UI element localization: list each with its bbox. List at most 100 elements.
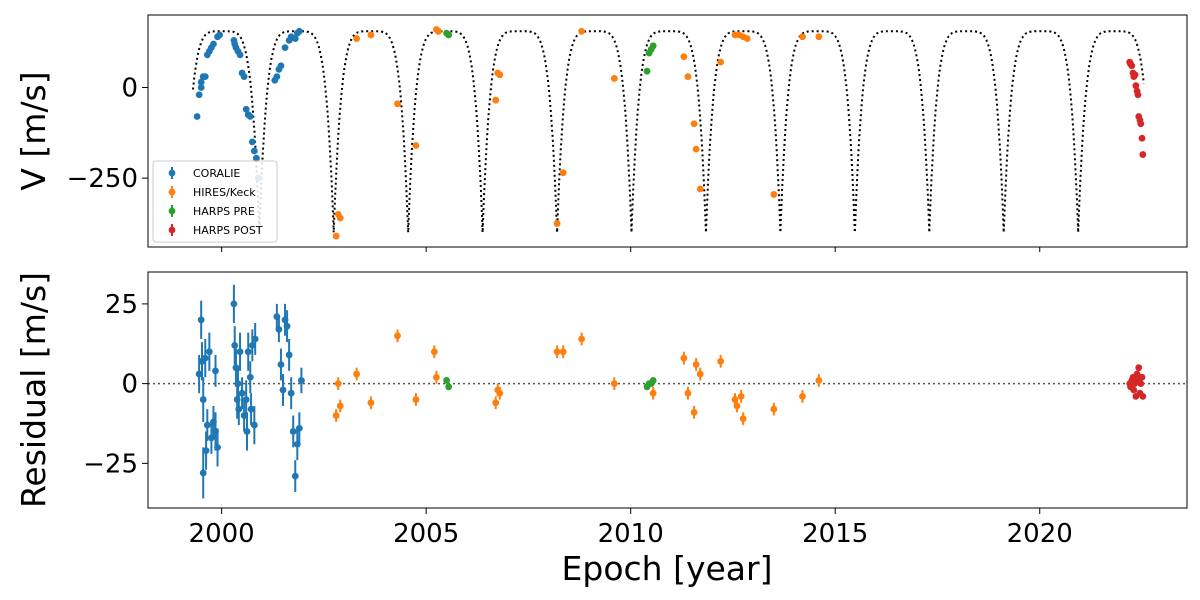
legend-label-coralie: CORALIE — [193, 167, 240, 180]
residual-point-coralie — [244, 348, 252, 356]
x-tick-label: 2020 — [1007, 519, 1073, 549]
velocity-point-harps-pre — [445, 31, 453, 39]
velocity-point-harps-pre — [643, 67, 651, 75]
residual-point-coralie — [212, 367, 219, 375]
velocity-point-coralie — [201, 73, 209, 81]
residual-point-hires-keck — [737, 392, 745, 400]
residual-point-hires-keck — [799, 392, 806, 400]
velocity-point-coralie — [291, 35, 299, 42]
velocity-y-ticks: −250 0 — [67, 74, 1041, 252]
residual-point-hires-keck — [492, 399, 500, 407]
residual-point-hires-keck — [353, 370, 361, 378]
velocity-point-hires-keck — [717, 58, 725, 66]
x-axis-label: Epoch [year] — [562, 549, 773, 588]
residual-point-coralie — [214, 444, 221, 451]
residual-point-coralie — [243, 428, 251, 435]
velocity-point-hires-keck — [578, 27, 585, 35]
velocity-point-hires-keck — [353, 35, 361, 42]
residual-point-harps-post — [1138, 373, 1146, 381]
residual-point-hires-keck — [578, 335, 585, 343]
residual-point-coralie — [279, 386, 287, 394]
velocity-point-harps-post — [1134, 91, 1142, 99]
residual-point-coralie — [277, 361, 285, 368]
residual-point-coralie — [199, 469, 207, 477]
residual-point-hires-keck — [336, 402, 344, 410]
velocity-point-hires-keck — [692, 145, 700, 153]
residual-point-coralie — [202, 447, 210, 454]
residual-point-coralie — [201, 354, 209, 362]
velocity-panel-frame — [147, 14, 1188, 248]
velocity-point-coralie — [195, 91, 203, 99]
residual-point-coralie — [230, 300, 238, 308]
velocity-point-hires-keck — [367, 31, 375, 39]
x-tick-label: 2010 — [598, 519, 664, 549]
residual-point-hires-keck — [815, 377, 823, 384]
residual-point-hires-keck — [496, 389, 504, 397]
residual-y-tick-label: −25 — [83, 449, 138, 479]
velocity-point-harps-post — [1131, 71, 1139, 79]
velocity-point-coralie — [277, 62, 285, 70]
velocity-point-harps-post — [1137, 120, 1145, 128]
residual-plot-area — [148, 272, 1187, 508]
x-tick-label: 2000 — [189, 519, 255, 549]
residual-point-coralie — [234, 380, 242, 388]
residual-point-coralie — [295, 424, 303, 432]
residual-point-coralie — [195, 370, 203, 378]
velocity-point-hires-keck — [336, 214, 344, 222]
velocity-point-hires-keck — [412, 142, 420, 149]
residual-point-harps-pre — [443, 377, 451, 384]
velocity-point-hires-keck — [332, 232, 340, 240]
residual-point-hires-keck — [334, 380, 342, 388]
residual-point-coralie — [248, 341, 256, 349]
velocity-panel: −250 0 V [m/s] CORALIE HIRES/Keck HARPS PRE… — [14, 14, 1188, 252]
velocity-point-hires-keck — [610, 75, 618, 82]
legend-label-harps-pre: HARPS PRE — [193, 205, 255, 218]
keplerian-model-curve — [192, 30, 1145, 233]
residual-point-hires-keck — [412, 396, 420, 403]
legend-marker-coralie — [168, 169, 176, 177]
velocity-y-tick-label: −250 — [67, 164, 138, 194]
velocity-point-hires-keck — [559, 169, 567, 177]
residual-point-hires-keck — [432, 373, 440, 381]
residual-point-coralie — [283, 322, 291, 330]
residual-point-coralie — [242, 396, 250, 403]
velocity-point-coralie — [236, 51, 244, 59]
velocity-point-hires-keck — [743, 35, 751, 42]
velocity-point-hires-keck — [799, 33, 806, 41]
residual-point-hires-keck — [733, 402, 741, 410]
residual-y-ticks: −25 0 25 — [83, 290, 148, 479]
velocity-points-group — [193, 26, 1147, 240]
residual-point-harps-pre — [649, 377, 657, 384]
residual-point-harps-post — [1139, 392, 1147, 400]
residual-point-coralie — [247, 405, 255, 413]
residual-point-hires-keck — [696, 370, 704, 378]
residual-point-hires-keck — [367, 399, 375, 407]
residual-point-coralie — [250, 421, 258, 429]
residual-point-harps-post — [1130, 386, 1138, 394]
legend-entries: CORALIE HIRES/Keck HARPS PRE HARPS POST — [168, 167, 263, 237]
velocity-point-coralie — [250, 147, 258, 155]
velocity-point-coralie — [240, 73, 248, 81]
residual-point-hires-keck — [332, 412, 340, 419]
velocity-point-hires-keck — [696, 185, 704, 193]
residual-point-coralie — [289, 428, 297, 435]
velocity-point-coralie — [295, 27, 303, 35]
velocity-point-hires-keck — [815, 33, 823, 41]
residual-point-harps-post — [1137, 380, 1145, 388]
residual-point-coralie — [203, 421, 211, 429]
residual-point-hires-keck — [649, 389, 657, 397]
residual-point-hires-keck — [559, 348, 567, 356]
velocity-point-hires-keck — [684, 73, 692, 81]
legend-marker-hires-keck — [168, 188, 176, 196]
velocity-point-harps-post — [1128, 62, 1136, 70]
velocity-y-tick-label: 0 — [121, 74, 138, 104]
residual-y-tick-label: 0 — [121, 370, 138, 400]
velocity-point-coralie — [281, 44, 289, 52]
velocity-point-hires-keck — [553, 220, 561, 227]
legend-box — [152, 160, 278, 243]
legend: CORALIE HIRES/Keck HARPS PRE HARPS POST — [152, 160, 278, 243]
residual-point-coralie — [251, 335, 259, 343]
x-tick-label: 2005 — [393, 519, 459, 549]
residual-point-coralie — [285, 351, 293, 359]
